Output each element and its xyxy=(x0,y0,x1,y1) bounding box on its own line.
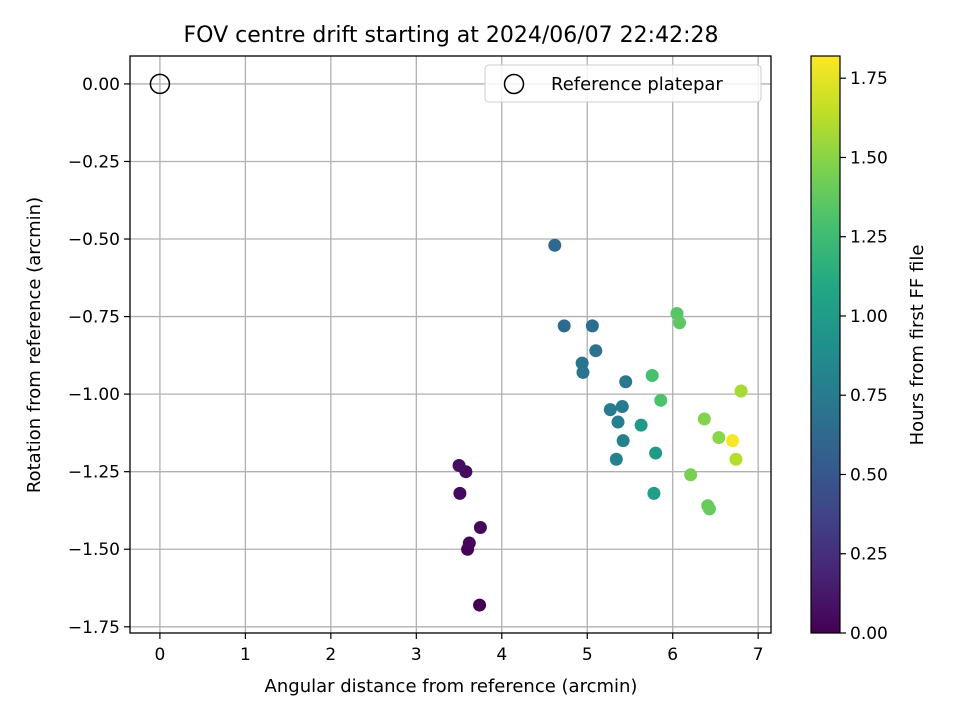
x-tick-label: 3 xyxy=(411,645,422,665)
data-point xyxy=(712,431,726,445)
legend-box xyxy=(484,64,762,103)
data-point xyxy=(673,316,687,330)
data-point xyxy=(697,412,711,426)
x-tick-label: 0 xyxy=(154,645,165,665)
data-point xyxy=(557,319,571,333)
data-point xyxy=(734,384,748,398)
legend-marker-icon xyxy=(503,73,525,95)
data-point xyxy=(649,446,663,460)
colorbar-tick-label: 0.25 xyxy=(850,545,888,565)
legend: Reference platepar xyxy=(484,64,762,103)
data-point xyxy=(452,458,466,472)
x-tick-label: 1 xyxy=(240,645,251,665)
data-point xyxy=(726,434,740,448)
data-point xyxy=(462,536,476,550)
colorbar-tick-label: 0.00 xyxy=(850,624,888,644)
plot-area: 0 1 2 3 4 5 6 7 0.00 −0.25 −0.50 −0.75 −1.00 −1.25 −1.… xyxy=(68,55,772,665)
data-point xyxy=(702,502,716,516)
colorbar-tick-label: 1.00 xyxy=(850,307,888,327)
data-point xyxy=(473,521,487,535)
y-tick-label: −0.25 xyxy=(68,152,120,172)
data-point xyxy=(548,238,562,252)
legend-label: Reference platepar xyxy=(551,74,723,95)
data-point xyxy=(729,452,743,466)
colorbar-tick-label: 0.75 xyxy=(850,386,888,406)
data-point xyxy=(473,598,487,612)
y-axis-label: Rotation from reference (arcmin) xyxy=(24,197,45,493)
reference-point-marker xyxy=(149,73,171,95)
y-tick-label: 0.00 xyxy=(82,75,120,95)
data-point xyxy=(616,434,630,448)
y-tick-label: −0.75 xyxy=(68,308,120,328)
data-point xyxy=(575,356,589,370)
data-point xyxy=(684,468,698,482)
data-point xyxy=(615,400,629,414)
plot-frame xyxy=(129,55,772,634)
y-tick-label: −1.50 xyxy=(68,540,120,560)
colorbar-tick-label: 1.50 xyxy=(850,148,888,168)
data-point xyxy=(634,418,648,432)
y-tick-label: −1.75 xyxy=(68,618,120,638)
colorbar-tick-label: 1.25 xyxy=(850,228,888,248)
colorbar-scale xyxy=(810,55,841,634)
data-point xyxy=(647,486,661,500)
data-point xyxy=(585,319,599,333)
data-point xyxy=(611,415,625,429)
colorbar-label: Hours from first FF file xyxy=(907,245,928,446)
data-point xyxy=(654,393,668,407)
data-point xyxy=(609,452,623,466)
colorbar: 0.00 0.25 0.50 0.75 1.00 1.25 1.50 1.75 xyxy=(810,55,888,644)
x-tick-label: 4 xyxy=(496,645,507,665)
y-tick-label: −1.25 xyxy=(68,463,120,483)
data-point xyxy=(576,365,590,379)
chart-title: FOV centre drift starting at 2024/06/07 … xyxy=(184,23,719,48)
colorbar-tick-label: 0.50 xyxy=(850,465,888,485)
x-axis-label: Angular distance from reference (arcmin) xyxy=(265,676,638,697)
data-point xyxy=(603,403,617,417)
x-tick-label: 5 xyxy=(582,645,593,665)
data-point xyxy=(589,344,603,358)
x-tick-label: 2 xyxy=(325,645,336,665)
y-tick-label: −1.00 xyxy=(68,385,120,405)
y-tick-label: −0.50 xyxy=(68,230,120,250)
plot-background xyxy=(130,56,771,633)
data-point xyxy=(619,375,633,389)
x-tick-label: 6 xyxy=(667,645,678,665)
colorbar-tick-label: 1.75 xyxy=(850,69,888,89)
data-point xyxy=(453,486,467,500)
x-tick-label: 7 xyxy=(753,645,764,665)
data-point xyxy=(645,369,659,383)
